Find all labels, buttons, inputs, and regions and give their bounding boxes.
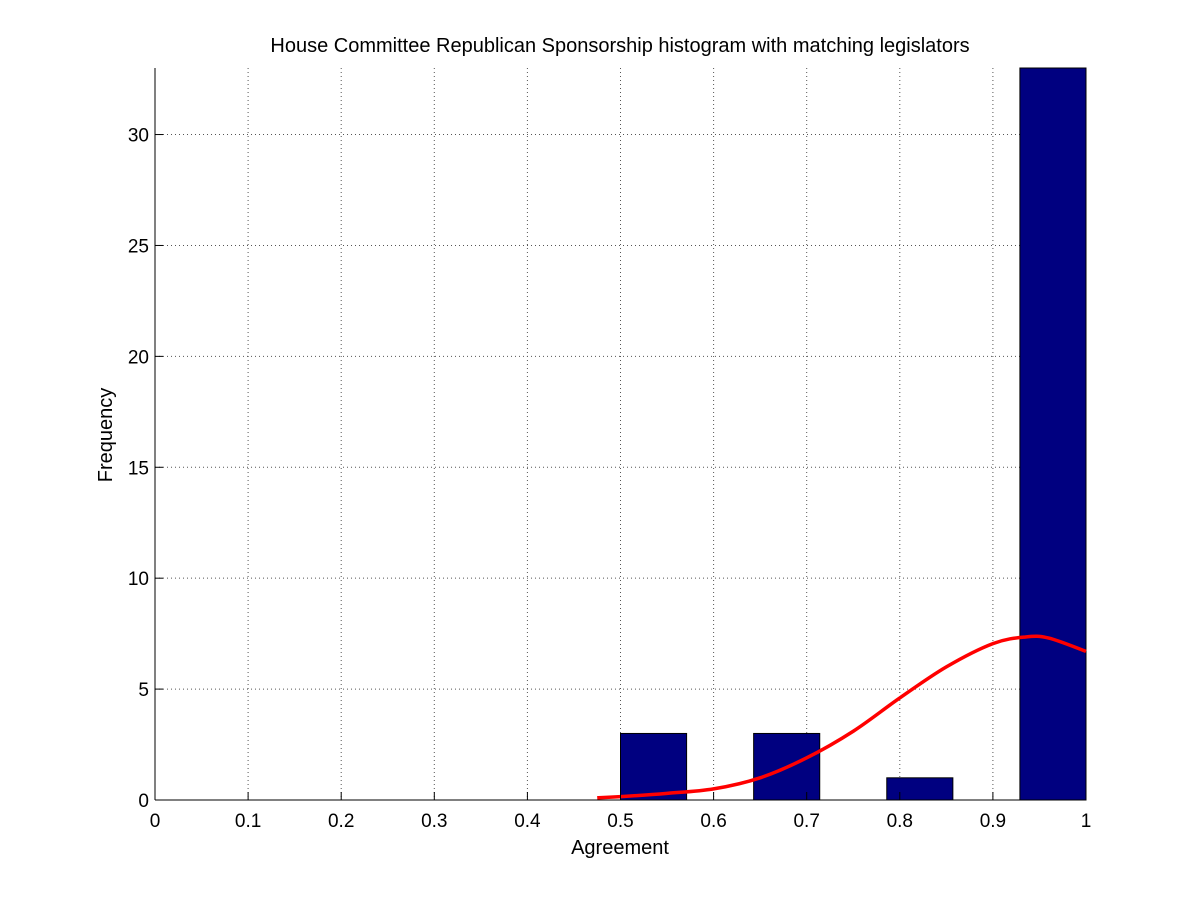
y-tick-label: 0 (138, 791, 149, 812)
y-tick-label: 20 (128, 347, 149, 368)
x-tick-label: 0.7 (793, 811, 819, 832)
tick-labels: 0 0.1 0.2 0.3 0.4 0.5 0.6 0.7 0.8 0.9 105101520253… (128, 126, 1091, 832)
histogram-bar (886, 777, 954, 801)
histogram-bar (1019, 67, 1087, 801)
x-tick-label: 0.5 (607, 811, 633, 832)
x-tick-label: 0.3 (421, 811, 447, 832)
histogram-bar (620, 732, 688, 801)
x-tick-label: 0.4 (514, 811, 541, 832)
x-tick-label: 0.8 (887, 811, 913, 832)
y-tick-label: 15 (128, 458, 149, 479)
x-axis-label: Agreement (571, 837, 669, 859)
x-tick-label: 1 (1081, 811, 1092, 832)
x-tick-label: 0.6 (700, 811, 726, 832)
y-tick-label: 30 (128, 126, 149, 147)
y-tick-label: 5 (138, 680, 149, 701)
chart-title: House Committee Republican Sponsorship h… (270, 35, 969, 57)
fit-curve-group (597, 634, 1087, 800)
x-tick-label: 0.2 (328, 811, 354, 832)
fit-curve (597, 634, 1087, 800)
y-tick-label: 10 (128, 569, 149, 590)
axes-frame (154, 68, 1087, 801)
x-tick-label: 0.9 (980, 811, 1006, 832)
y-tick-label: 25 (128, 236, 149, 257)
x-tick-label: 0.1 (235, 811, 261, 832)
histogram-bars (620, 67, 1087, 801)
y-axis-label: Frequency (95, 388, 117, 483)
x-tick-label: 0 (150, 811, 161, 832)
